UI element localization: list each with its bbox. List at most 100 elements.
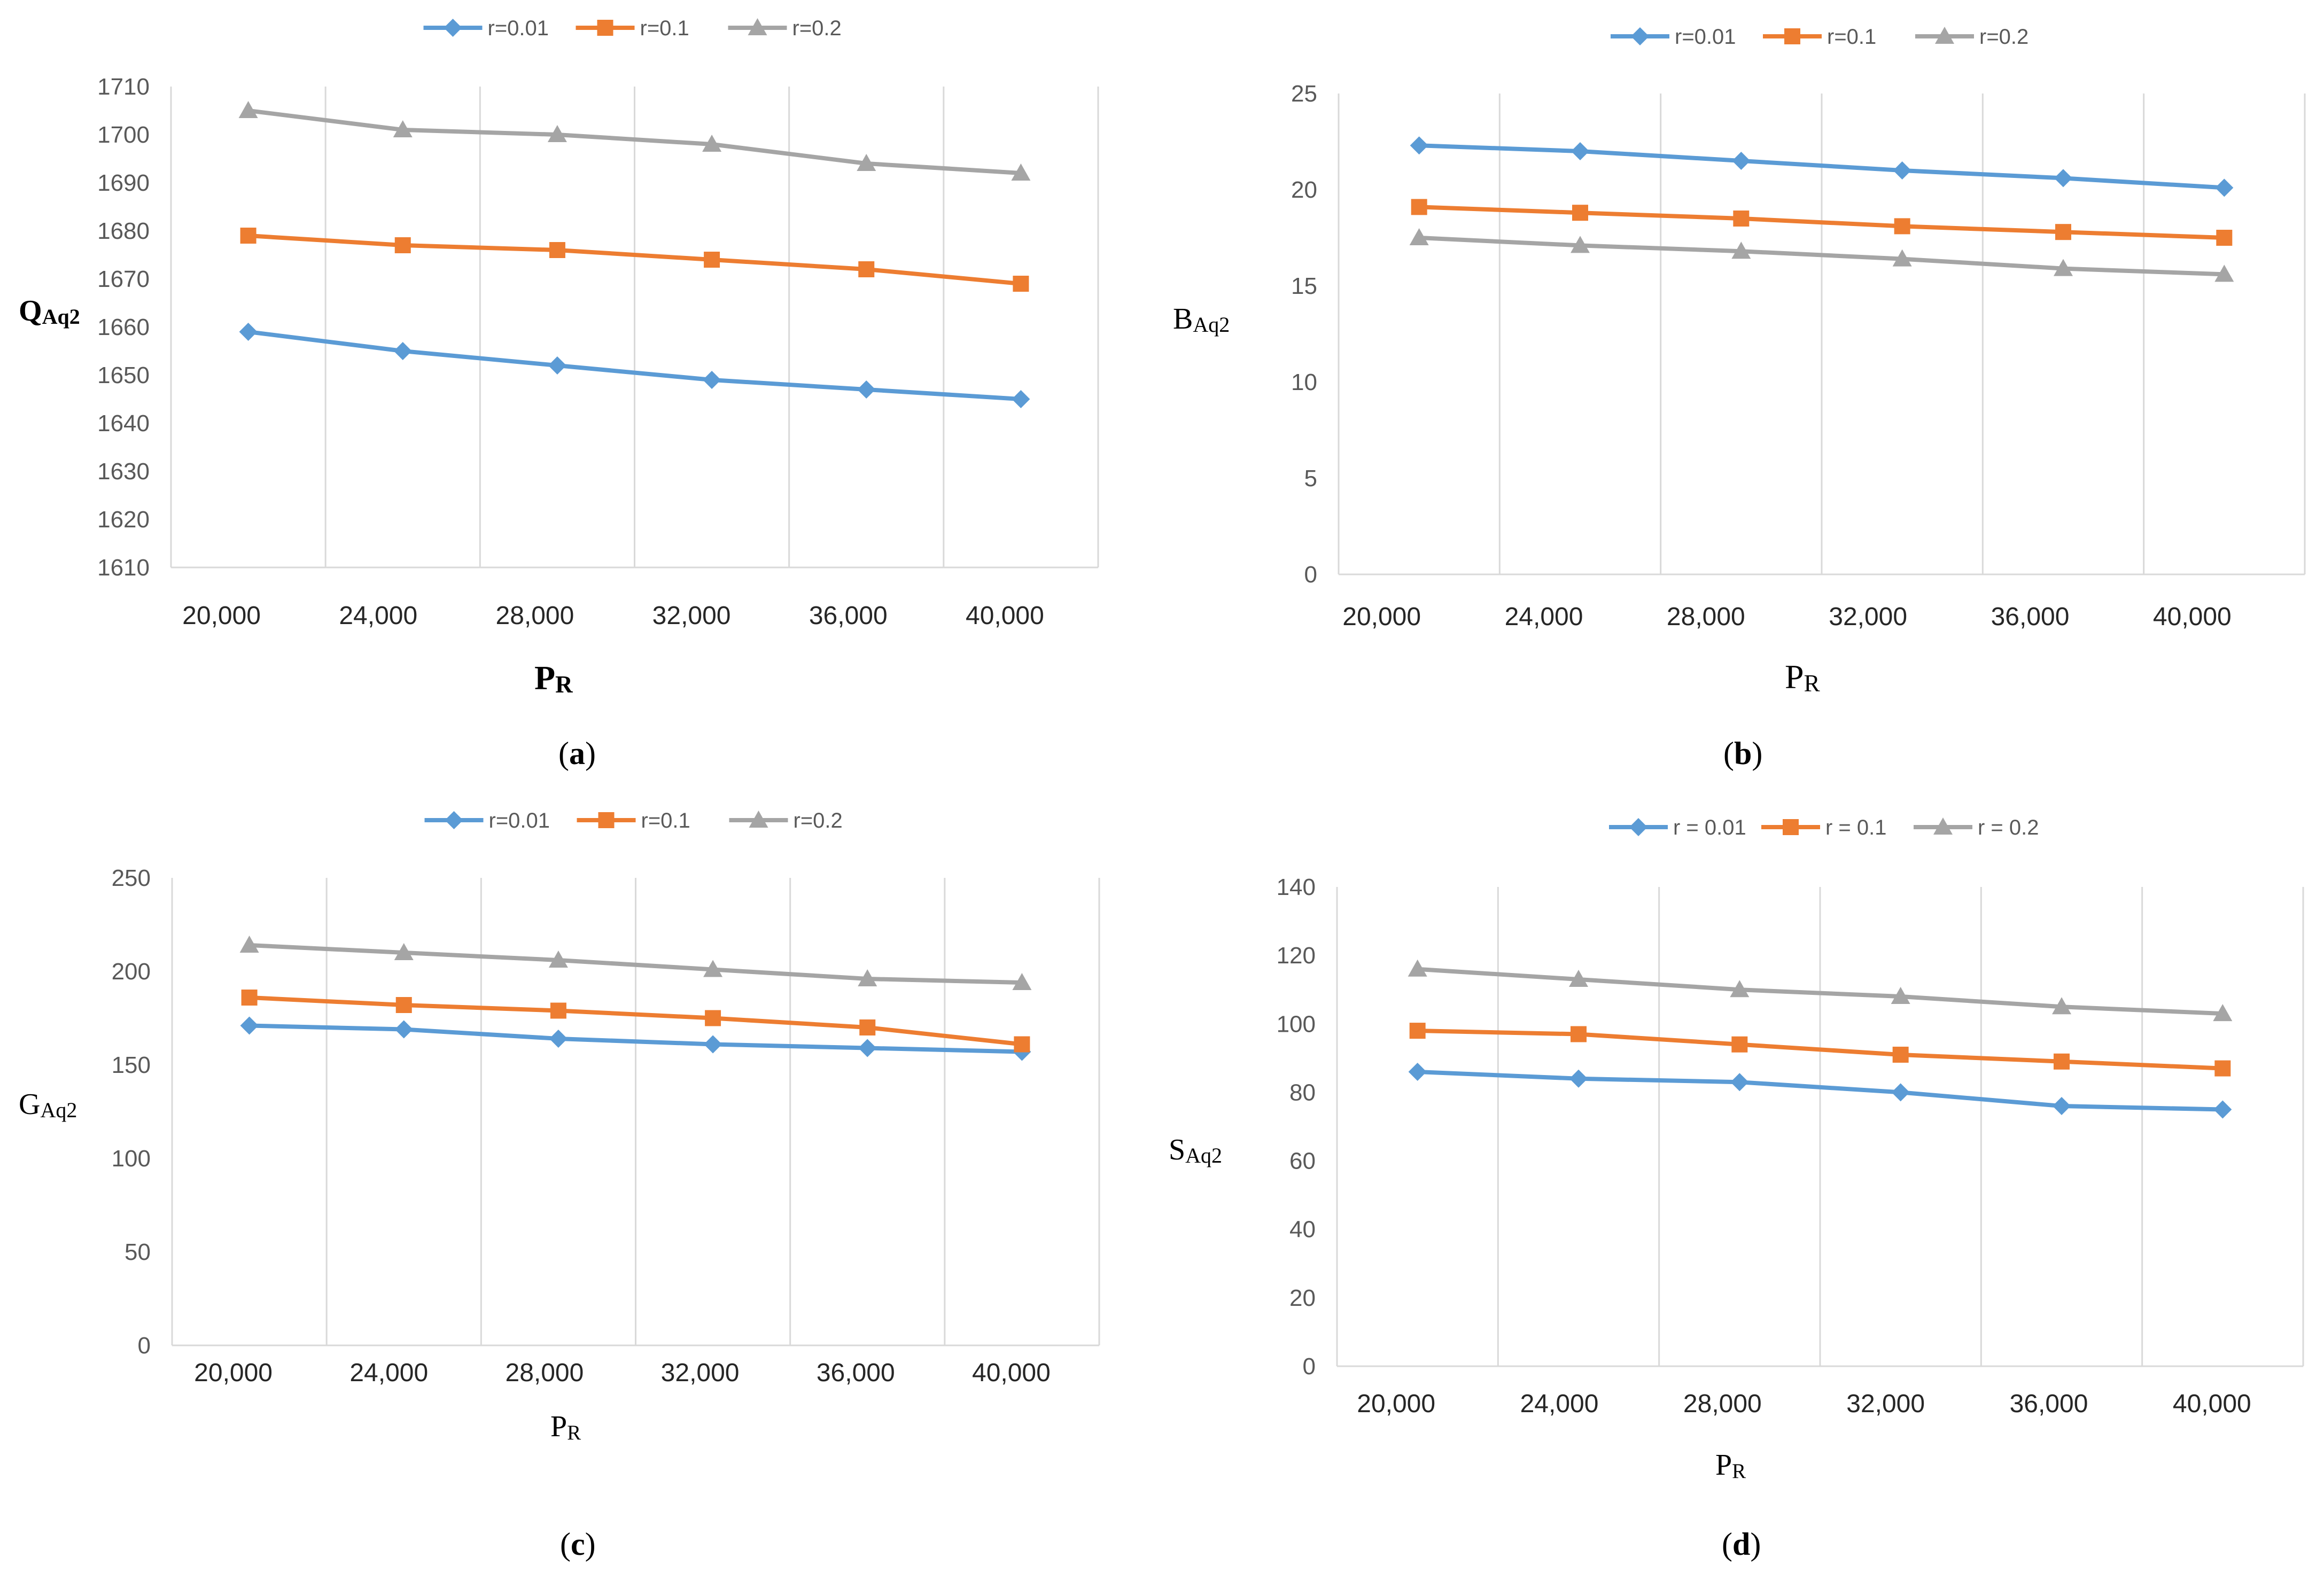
y-tick-label: 50 (125, 1239, 151, 1265)
x-tick-label: 28,000 (496, 602, 574, 630)
x-axis-label-sub: R (1804, 670, 1820, 697)
x-axis-label: PR (534, 659, 573, 698)
data-point-series-1 (1571, 142, 1589, 160)
legend-marker (1783, 819, 1799, 835)
data-point-series-1 (2054, 169, 2072, 188)
data-point-series-3 (703, 960, 723, 977)
y-tick-label: 1660 (97, 314, 150, 340)
legend-label: r=0.1 (1827, 25, 1876, 49)
legend-label: r=0.01 (488, 17, 549, 40)
y-tick-label: 1640 (97, 410, 150, 437)
y-tick-label: 1610 (97, 555, 150, 581)
data-point-series-3 (393, 120, 413, 137)
data-point-series-2 (394, 237, 411, 253)
data-point-series-2 (2216, 230, 2233, 246)
series-line-3 (249, 943, 1022, 985)
x-tick-label: 36,000 (2010, 1390, 2088, 1418)
data-point-series-3 (1730, 980, 1750, 998)
y-tick-label: 250 (112, 865, 151, 891)
data-point-series-3 (1569, 969, 1588, 987)
legend-marker (445, 811, 463, 829)
y-tick-label: 1710 (97, 74, 150, 100)
y-tick-label: 80 (1289, 1079, 1316, 1105)
panel-c: 0 50 100 150 200 250 20,000 24,000 28,000 32,000 3… (19, 809, 1100, 1562)
data-point-series-2 (1894, 218, 1910, 235)
caption-open-paren: ( (560, 1527, 571, 1562)
legend-label: r=0.01 (489, 809, 550, 832)
series-line-3 (1417, 967, 2223, 1016)
data-point-series-1 (1730, 1073, 1749, 1092)
data-point-series-1 (1732, 152, 1751, 170)
series-line-2 (1417, 1029, 2223, 1071)
legend-label: r = 0.1 (1825, 816, 1887, 839)
caption-letter: b (1734, 736, 1752, 771)
data-point-series-3 (1571, 236, 1590, 253)
data-point-series-1 (1891, 1083, 1910, 1102)
data-point-series-3 (394, 943, 414, 960)
y-axis-label-main: Q (19, 294, 42, 328)
x-tick-label: 32,000 (661, 1359, 740, 1387)
y-axis-label-sub: Aq2 (1185, 1143, 1222, 1167)
legend-marker (1784, 28, 1800, 44)
y-tick-label: 10 (1291, 369, 1317, 395)
data-point-series-1 (858, 1039, 877, 1057)
caption-letter: d (1732, 1527, 1750, 1562)
x-tick-label: 20,000 (1342, 603, 1421, 631)
panel-caption: (b) (1723, 736, 1762, 771)
data-point-series-3 (1408, 959, 1427, 977)
legend-marker (598, 812, 615, 828)
y-axis-label: SAq2 (1169, 1133, 1222, 1167)
data-point-series-1 (1408, 1062, 1427, 1081)
x-tick-label: 20,000 (194, 1359, 273, 1387)
data-point-series-1 (239, 323, 258, 341)
y-tick-label: 0 (1303, 1353, 1316, 1380)
y-tick-label: 25 (1291, 81, 1317, 107)
data-point-series-2 (1013, 276, 1029, 292)
x-axis-label-main: P (534, 659, 555, 697)
y-tick-label: 1700 (97, 122, 150, 148)
caption-close-paren: ) (585, 736, 596, 771)
data-point-series-1 (393, 342, 412, 360)
x-tick-label: 20,000 (1357, 1390, 1435, 1418)
data-point-series-3 (1892, 249, 1912, 267)
y-tick-label: 150 (112, 1052, 151, 1078)
y-tick-label: 5 (1304, 465, 1317, 492)
y-axis-label-sub: Aq2 (1193, 313, 1230, 337)
y-axis-label-sub: Aq2 (42, 305, 80, 329)
x-axis-label: PR (550, 1410, 581, 1444)
data-point-series-1 (394, 1020, 413, 1039)
legend-label: r=0.2 (792, 17, 842, 40)
panel-caption: (d) (1722, 1527, 1761, 1562)
y-tick-label: 1620 (97, 507, 150, 533)
data-point-series-1 (704, 1035, 722, 1054)
data-point-series-1 (548, 356, 566, 375)
panel-caption: (c) (560, 1527, 596, 1562)
data-point-series-2 (859, 1019, 876, 1035)
data-point-series-2 (2214, 1060, 2231, 1077)
y-tick-label: 140 (1277, 874, 1316, 900)
panel-d: 0 20 40 60 80 100 120 140 20,000 24,000 28,000 32,0… (1169, 816, 2304, 1562)
caption-close-paren: ) (1750, 1527, 1761, 1562)
data-point-series-1 (240, 1016, 259, 1035)
data-point-series-1 (1012, 390, 1030, 408)
data-point-series-1 (2215, 178, 2234, 197)
y-tick-label: 60 (1289, 1148, 1316, 1174)
legend-label: r=0.1 (641, 809, 690, 832)
data-point-series-3 (702, 135, 722, 152)
data-point-series-2 (549, 242, 565, 258)
x-axis-label-sub: R (567, 1421, 581, 1444)
y-tick-label: 100 (112, 1146, 151, 1172)
data-point-series-2 (1572, 205, 1588, 221)
series-line-1 (248, 330, 1021, 401)
x-tick-label: 40,000 (2153, 603, 2232, 631)
data-point-series-3 (548, 951, 568, 968)
data-point-series-3 (2213, 1004, 2233, 1022)
legend-label: r=0.2 (794, 809, 843, 832)
x-tick-label: 40,000 (2173, 1390, 2251, 1418)
data-point-series-2 (1411, 199, 1427, 215)
x-axis-label-main: P (1785, 658, 1804, 696)
data-point-series-1 (1569, 1069, 1588, 1088)
x-tick-label: 32,000 (1829, 603, 1907, 631)
data-point-series-3 (1011, 163, 1031, 181)
series-line-1 (249, 1023, 1022, 1054)
